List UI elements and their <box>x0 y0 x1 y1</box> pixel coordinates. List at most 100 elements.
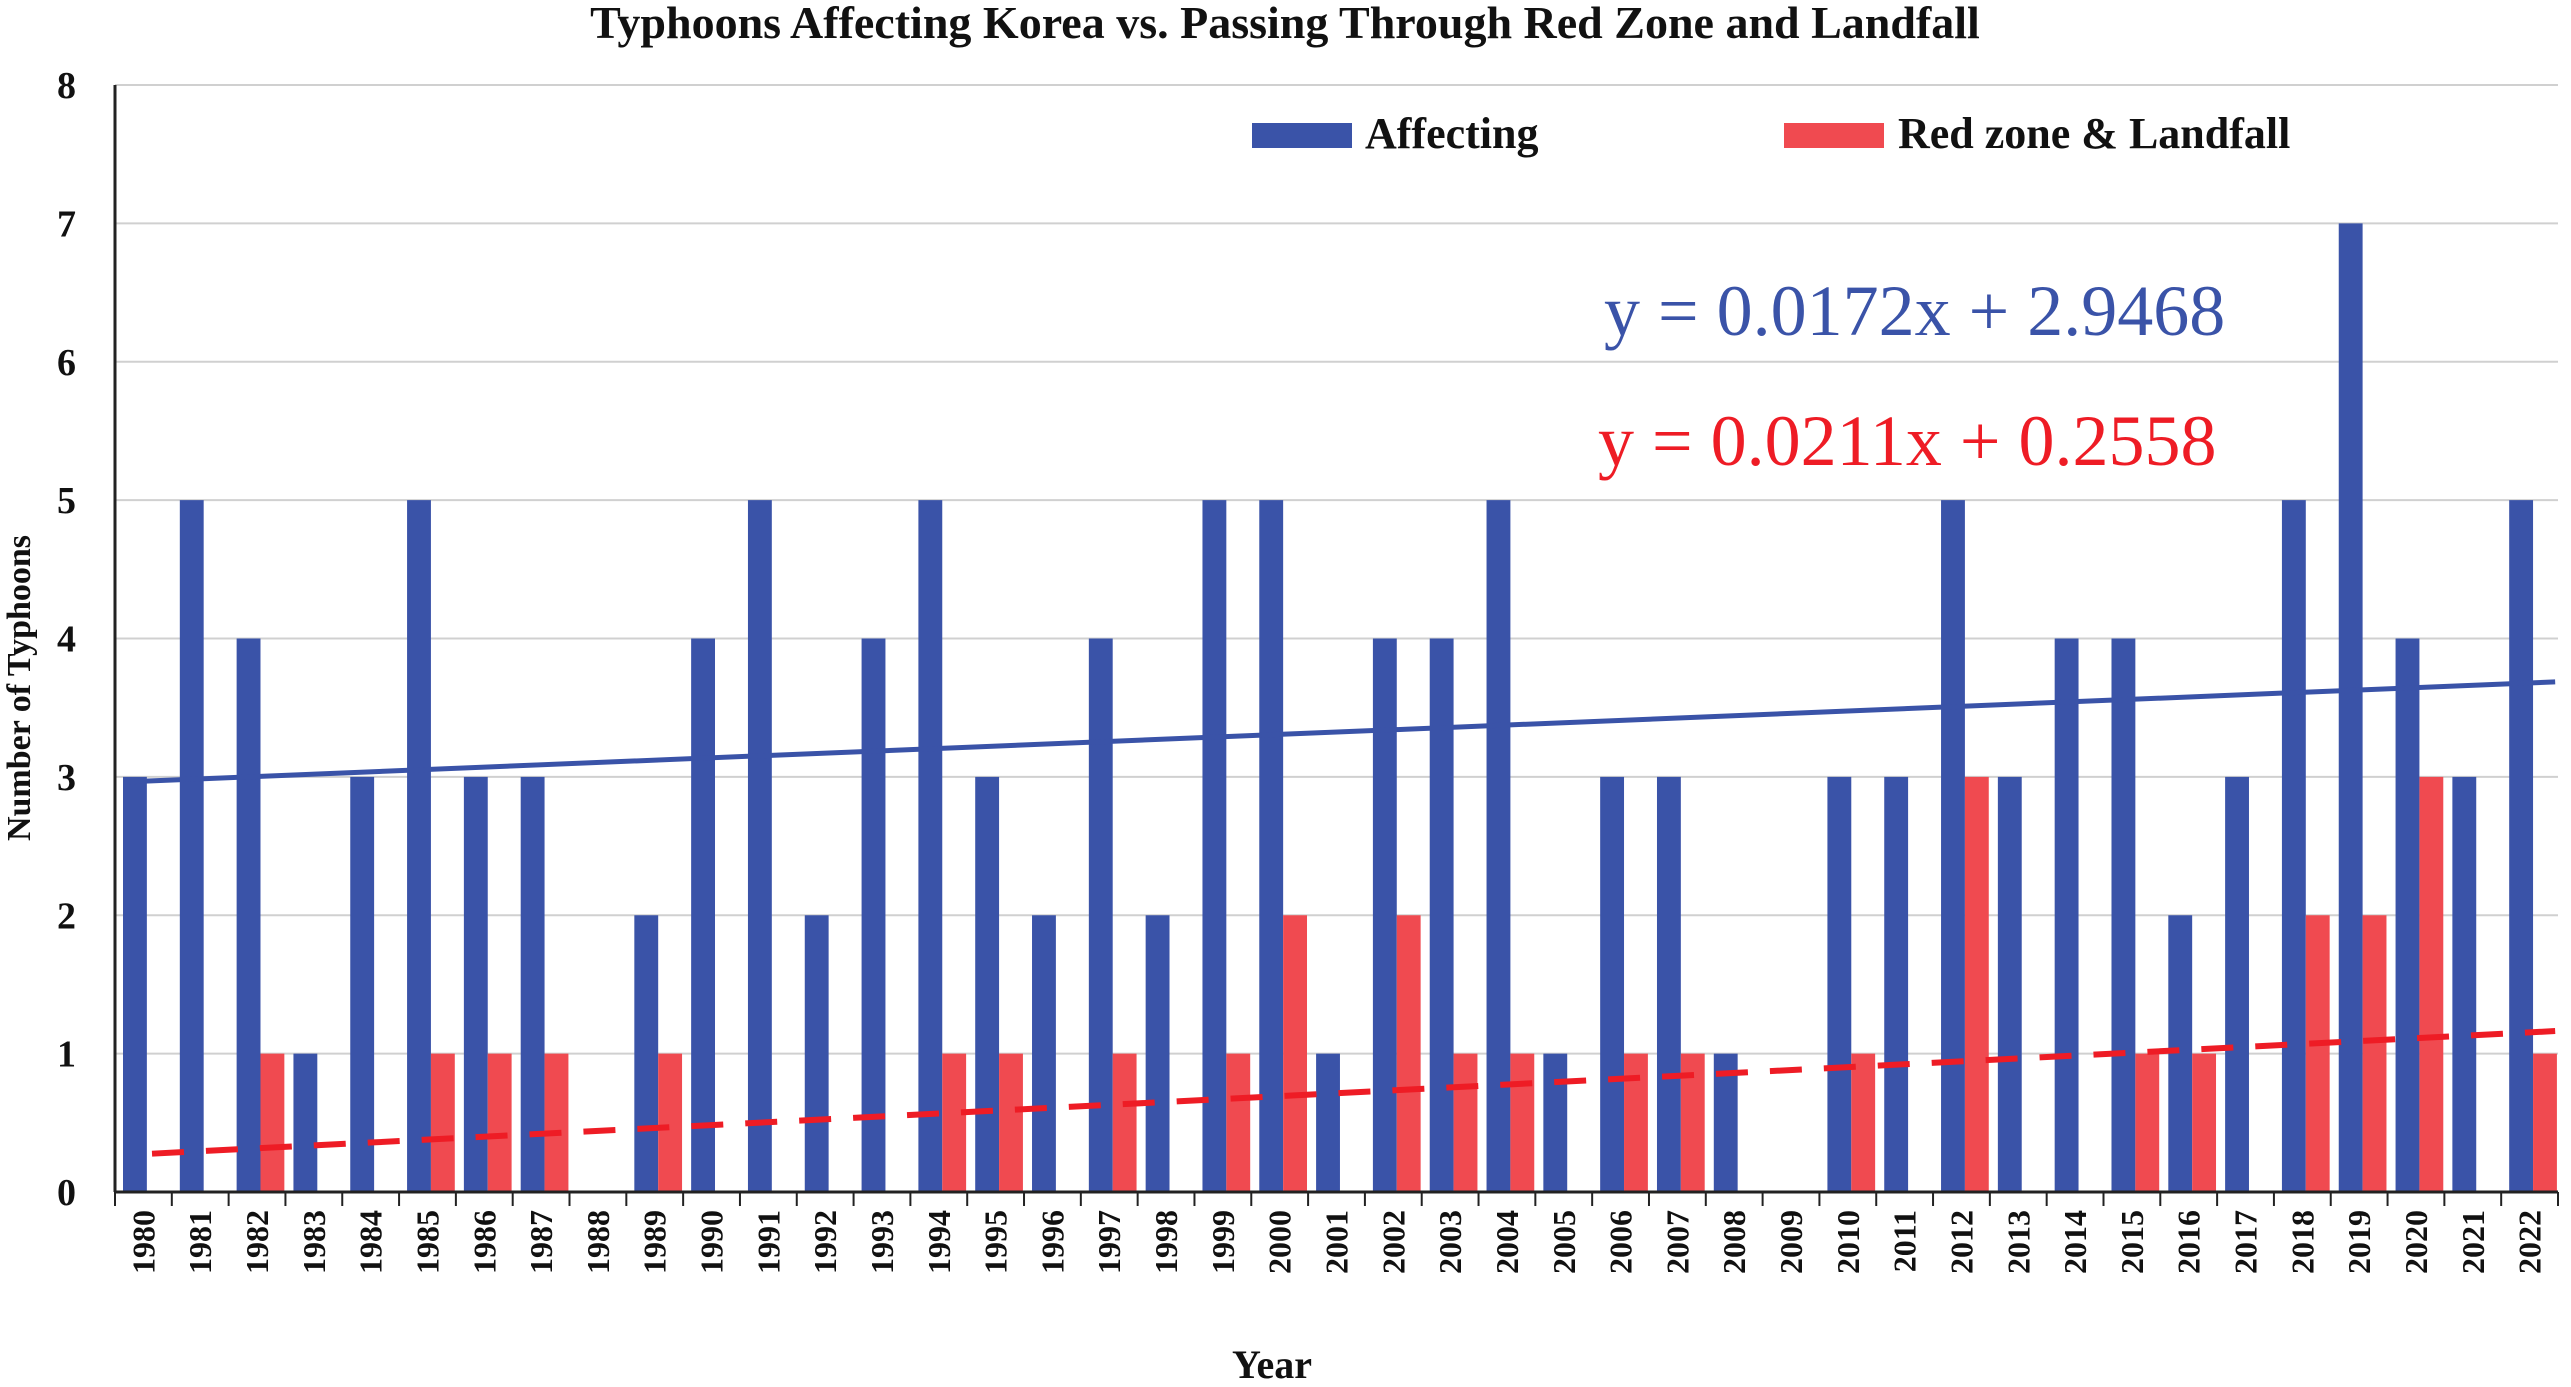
x-tick-label: 1983 <box>296 1210 332 1274</box>
bar-affecting <box>179 500 204 1192</box>
bar-red-zone-landfall <box>999 1053 1023 1192</box>
bar-affecting <box>1145 915 1170 1192</box>
bar-red-zone-landfall <box>1396 915 1421 1192</box>
bar-red-zone-landfall <box>1453 1053 1478 1192</box>
legend-swatch-red-zone-landfall <box>1784 123 1884 148</box>
bar-red-zone-landfall <box>2192 1053 2217 1192</box>
y-tick-label: 4 <box>57 619 76 661</box>
x-tick-label: 1982 <box>239 1210 275 1274</box>
trendline-affecting <box>126 679 2556 785</box>
x-tick-label: 1985 <box>409 1210 445 1274</box>
bar-red-zone-landfall <box>2533 1053 2557 1192</box>
bar-affecting <box>918 500 943 1192</box>
y-tick-labels: 0 1 2 3 4 5 6 7 8 <box>57 65 76 1214</box>
x-tick-label: 1995 <box>978 1210 1014 1274</box>
bar-red-zone-landfall <box>260 1053 285 1192</box>
x-tick-label: 1991 <box>750 1210 786 1274</box>
x-tick-label: 1992 <box>807 1210 843 1274</box>
x-tick-label: 1990 <box>694 1210 730 1274</box>
bar-red-zone-landfall <box>1510 1053 1535 1192</box>
x-tick-label: 2000 <box>1262 1210 1298 1274</box>
bar-affecting <box>634 915 659 1192</box>
bar-affecting <box>1827 776 1852 1192</box>
x-tick-label: 2020 <box>2398 1210 2434 1274</box>
bar-affecting <box>1486 500 1511 1192</box>
y-axis-label: Number of Typhoons <box>1 535 38 841</box>
bar-red-zone-landfall <box>2362 915 2387 1192</box>
bar-affecting <box>2225 776 2249 1192</box>
bar-affecting <box>2452 776 2477 1192</box>
bar-affecting <box>123 776 147 1192</box>
bar-red-zone-landfall <box>658 1053 683 1192</box>
x-tick-label: 1986 <box>466 1210 502 1274</box>
bar-red-zone-landfall <box>1851 1053 1876 1192</box>
chart-title: Typhoons Affecting Korea vs. Passing Thr… <box>590 0 1980 48</box>
bar-affecting <box>1884 776 1909 1192</box>
x-tick-label: 2005 <box>1546 1210 1582 1274</box>
trendlines <box>126 679 2556 1157</box>
bar-affecting <box>747 500 772 1192</box>
bar-affecting <box>1656 776 1681 1192</box>
x-tick-label: 1980 <box>125 1210 161 1274</box>
bar-affecting <box>691 638 716 1192</box>
bar-red-zone-landfall <box>1112 1053 1137 1192</box>
bar-affecting <box>1543 1053 1568 1192</box>
bar-red-zone-landfall <box>430 1053 455 1192</box>
bar-red-zone-landfall <box>1226 1053 1251 1192</box>
x-tick-label: 2006 <box>1603 1210 1639 1274</box>
trendline-equations: y = 0.0172x + 2.9468 y = 0.0211x + 0.2558 <box>1598 271 2225 481</box>
x-tick-label: 2018 <box>2284 1210 2320 1274</box>
x-tick-label: 2017 <box>2228 1210 2264 1274</box>
x-tick-label: 1994 <box>921 1210 957 1274</box>
x-tick-label: 2011 <box>1887 1210 1923 1272</box>
x-tick-label: 2019 <box>2341 1210 2377 1274</box>
bar-red-zone-landfall <box>1680 1053 1705 1192</box>
trendline-red-zone-landfall <box>151 1028 2556 1157</box>
bar-affecting <box>1372 638 1397 1192</box>
x-tick-label: 2007 <box>1659 1210 1695 1274</box>
bar-red-zone-landfall <box>1624 1053 1648 1192</box>
x-tick-label: 2004 <box>1489 1210 1525 1274</box>
equation-red-zone-landfall: y = 0.0211x + 0.2558 <box>1598 401 2217 481</box>
bar-red-zone-landfall <box>2305 915 2330 1192</box>
y-tick-label: 1 <box>57 1034 76 1076</box>
x-tick-label: 1987 <box>523 1210 559 1274</box>
x-tick-label: 2016 <box>2171 1210 2207 1274</box>
bar-affecting <box>407 500 431 1192</box>
x-tick-label: 2012 <box>1943 1210 1979 1274</box>
bar-affecting <box>520 776 545 1192</box>
x-tick-label: 2001 <box>1319 1210 1355 1274</box>
x-tick-label: 1999 <box>1205 1210 1241 1274</box>
x-tick-label: 1993 <box>864 1210 900 1274</box>
legend-label-affecting: Affecting <box>1365 109 1539 158</box>
bar-affecting <box>2111 638 2136 1192</box>
bar-affecting <box>2054 638 2079 1192</box>
bar-affecting <box>293 1053 318 1192</box>
x-tick-labels: 1980 1981 1982 1983 1984 1985 1986 1987 1988 1989… <box>125 1210 2547 1274</box>
x-tick-label: 2010 <box>1830 1210 1866 1274</box>
bar-affecting <box>2509 500 2534 1192</box>
equation-affecting: y = 0.0172x + 2.9468 <box>1604 271 2225 351</box>
bar-affecting <box>463 776 488 1192</box>
bar-affecting <box>1032 915 1056 1192</box>
bar-affecting <box>1202 500 1227 1192</box>
bar-red-zone-landfall <box>2135 1053 2160 1192</box>
axes <box>113 85 2559 1206</box>
x-tick-label: 2008 <box>1716 1210 1752 1274</box>
x-axis-label: Year <box>1232 1342 1312 1387</box>
x-tick-label: 1989 <box>637 1210 673 1274</box>
x-tick-label: 2013 <box>2000 1210 2036 1274</box>
x-tick-label: 2015 <box>2114 1210 2150 1274</box>
x-tick-label: 2014 <box>2057 1210 2093 1274</box>
bar-affecting <box>861 638 886 1192</box>
bar-affecting <box>1088 638 1113 1192</box>
x-tick-label: 1996 <box>1034 1210 1070 1274</box>
y-tick-label: 7 <box>57 203 76 245</box>
bar-red-zone-landfall <box>487 1053 512 1192</box>
legend-label-red-zone-landfall: Red zone & Landfall <box>1898 109 2290 158</box>
bar-affecting <box>1713 1053 1738 1192</box>
bar-affecting <box>2281 500 2306 1192</box>
bar-affecting <box>804 915 829 1192</box>
y-tick-label: 3 <box>57 757 76 799</box>
